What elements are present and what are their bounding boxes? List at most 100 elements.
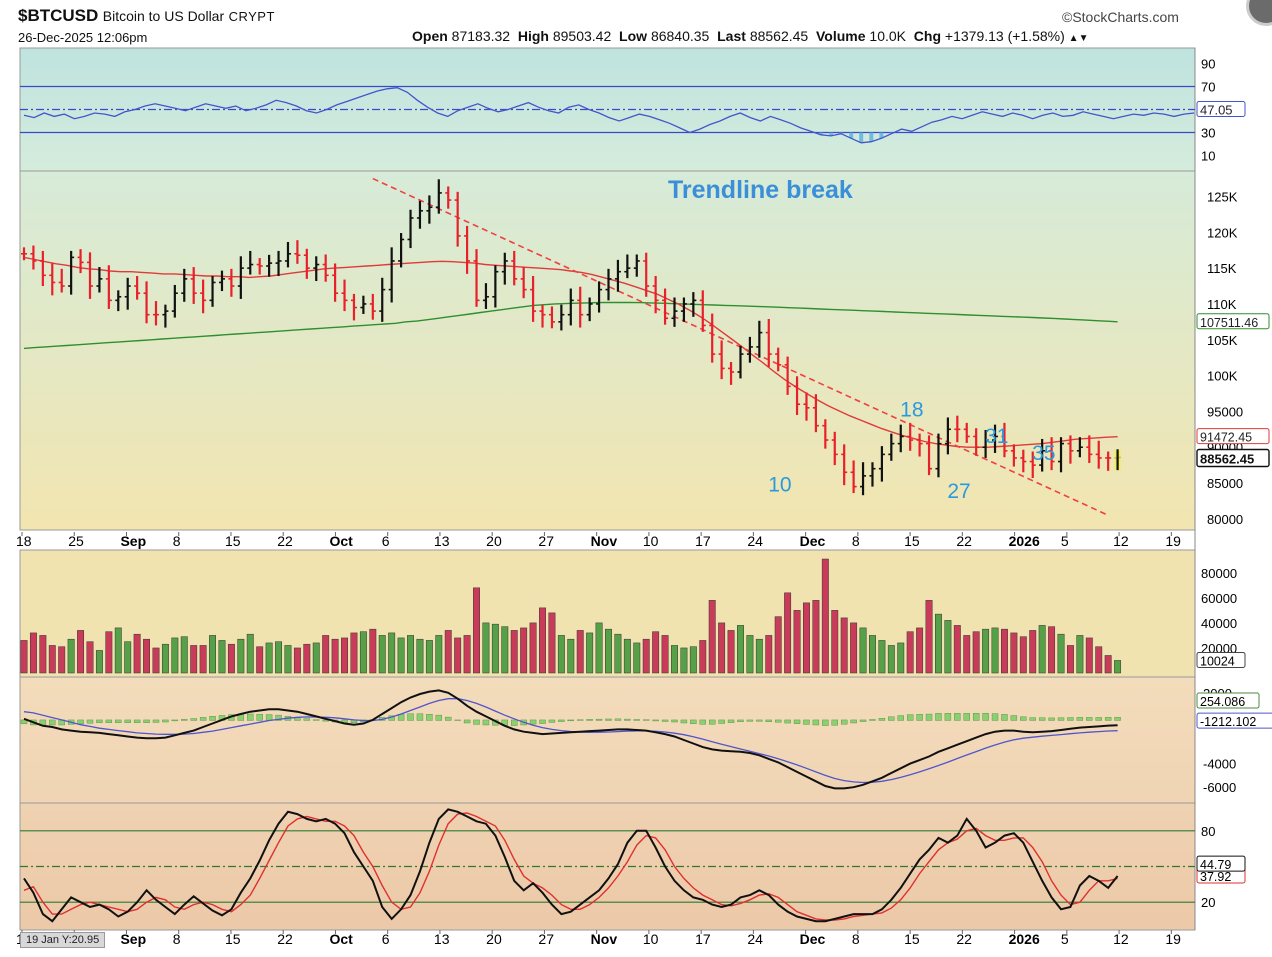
macd-histogram-bar <box>209 716 216 721</box>
macd-histogram-bar <box>190 718 197 721</box>
wave-label: 10 <box>768 474 791 497</box>
volume-bar <box>821 558 829 674</box>
macd-histogram-bar <box>49 719 56 726</box>
volume-bar <box>425 640 433 674</box>
price-bar <box>973 428 980 456</box>
volume-bar <box>397 637 405 674</box>
macd-histogram-bar <box>256 714 263 721</box>
price-bar <box>746 336 753 363</box>
open-label: Open <box>412 28 448 44</box>
x-tick-label: Nov <box>591 931 618 947</box>
signal-value: -1212.102 <box>1200 715 1256 729</box>
volume-bar <box>473 587 480 674</box>
price-bar <box>548 306 555 329</box>
macd-line <box>23 689 1118 790</box>
macd-histogram-bar <box>906 714 914 721</box>
rsi-tick-label: 10 <box>1201 149 1215 164</box>
volume-bar <box>124 641 132 674</box>
last-label: Last <box>717 28 746 44</box>
price-bar <box>360 295 367 314</box>
stochastic-k-box <box>1196 855 1246 872</box>
price-bar <box>190 267 197 304</box>
macd-histogram-bar <box>718 719 725 724</box>
x-tick-label: 13 <box>434 533 450 549</box>
macd-histogram-bar <box>247 713 254 721</box>
volume-bar <box>275 641 282 674</box>
volume-bar <box>293 647 301 674</box>
macd-histogram-bar <box>963 713 970 721</box>
volume-bar <box>567 638 575 674</box>
price-bar <box>596 281 603 313</box>
ohlc-summary: Open 87183.32 High 89503.42 Low 86840.35… <box>412 28 1088 44</box>
macd-tick-label: -4000 <box>1203 757 1236 772</box>
x-tick-label: 13 <box>434 931 450 947</box>
price-bar <box>652 276 659 314</box>
price-bar <box>558 304 565 331</box>
macd-histogram-bar <box>756 719 763 722</box>
x-tick-label: 10 <box>643 533 659 549</box>
price-bar <box>775 347 782 372</box>
volume-last-box <box>1196 651 1246 668</box>
price-bar <box>200 279 207 314</box>
volume-bar <box>755 638 763 674</box>
price-bar <box>492 265 499 308</box>
macd-histogram-bar <box>426 714 433 721</box>
volume-last-value: 10024 <box>1200 654 1235 668</box>
price-bar <box>247 250 254 275</box>
price-bar <box>454 191 461 247</box>
ma-red-line <box>23 256 1118 448</box>
volume-bar <box>491 623 499 674</box>
price-bar <box>275 250 282 277</box>
price-bar <box>369 293 376 320</box>
volume-bar <box>850 622 858 674</box>
collapse-arrow-icon[interactable]: ▲▼ <box>1068 33 1089 44</box>
price-bar <box>228 268 235 297</box>
x-tick-label: Nov <box>591 533 618 549</box>
macd-histogram-bar <box>944 713 952 721</box>
volume-bar <box>1057 633 1065 674</box>
x-tick-label: Sep <box>120 533 146 549</box>
price-bar <box>398 233 405 268</box>
x-tick-label: 20 <box>486 931 502 947</box>
symbol-header: $BTCUSD Bitcoin to US Dollar CRYPT <box>18 6 275 26</box>
price-tick-label: 125K <box>1207 189 1238 204</box>
rsi-line <box>23 87 1195 144</box>
price-bar <box>181 268 188 302</box>
crosshair-tooltip: 19 Jan Y:20.95 <box>20 932 106 948</box>
x-tick-label: 19 <box>1165 533 1181 549</box>
volume-bar <box>614 633 622 674</box>
price-bar <box>1086 435 1093 463</box>
macd-histogram-bar <box>831 719 838 726</box>
price-bar <box>926 435 933 476</box>
volume-bar <box>642 638 650 674</box>
price-bar <box>860 462 867 496</box>
volume-bar <box>265 642 273 674</box>
volume-bar <box>435 635 443 674</box>
volume-bar <box>463 635 471 674</box>
symbol-name: $BTCUSD <box>18 6 99 25</box>
price-bar <box>1067 435 1074 464</box>
volume-bar <box>1085 637 1093 674</box>
macd-histogram-bar <box>133 719 141 723</box>
volume-bar <box>1029 630 1037 674</box>
price-bar <box>143 281 150 324</box>
wave-label: 18 <box>900 398 923 421</box>
macd-histogram-bar <box>454 719 461 721</box>
price-tick-label: 105K <box>1207 333 1238 348</box>
volume-bar <box>1019 636 1027 674</box>
volume-bar <box>161 643 169 674</box>
high-value: 89503.42 <box>552 28 612 44</box>
stochastic-tick-label: 80 <box>1201 824 1215 839</box>
x-tick-label: 22 <box>277 533 293 549</box>
volume-bar <box>359 631 367 674</box>
price-bar <box>332 263 339 302</box>
price-bar <box>614 259 621 292</box>
volume-bar <box>303 643 311 674</box>
x-tick-label: 6 <box>382 533 390 549</box>
price-bar <box>1048 437 1055 471</box>
price-bar <box>115 290 122 312</box>
macd-histogram-bar <box>652 719 659 722</box>
price-bar <box>1029 451 1036 479</box>
price-bar <box>633 254 640 277</box>
